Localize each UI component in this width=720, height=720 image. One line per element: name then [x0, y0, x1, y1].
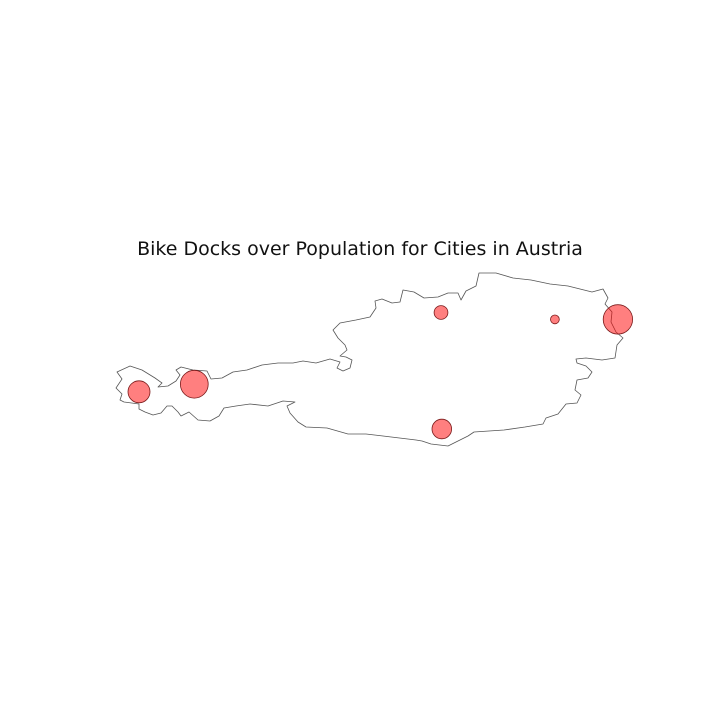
austria-outline [115, 272, 624, 447]
map-title: Bike Docks over Population for Cities in… [137, 238, 583, 260]
city-marker [550, 314, 560, 325]
city-markers [127, 304, 634, 440]
city-marker [433, 305, 449, 320]
city-marker [180, 369, 209, 399]
city-marker [431, 418, 453, 440]
city-marker [127, 380, 151, 404]
city-marker [602, 304, 634, 335]
